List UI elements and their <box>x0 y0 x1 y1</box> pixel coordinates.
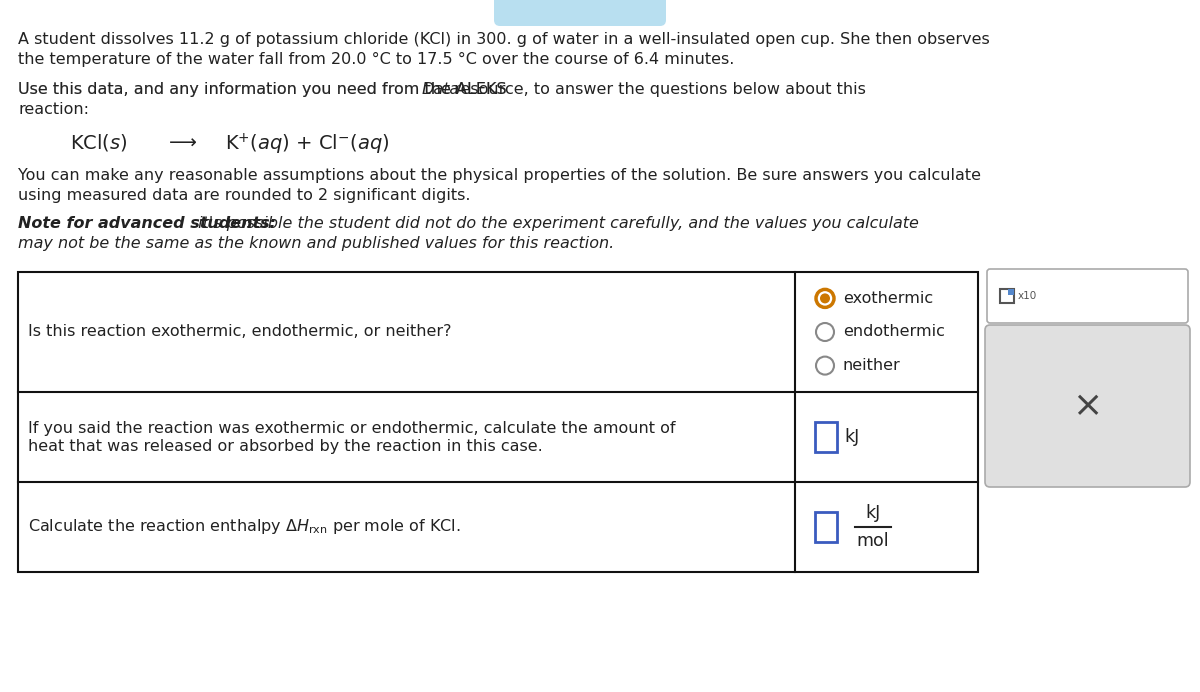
Text: Use this data, and any information you need from the ALEKS: Use this data, and any information you n… <box>18 82 935 97</box>
Text: x10: x10 <box>1018 291 1037 301</box>
Circle shape <box>816 356 834 374</box>
Text: heat that was released or absorbed by the reaction in this case.: heat that was released or absorbed by th… <box>28 439 542 455</box>
Text: kJ: kJ <box>865 504 881 522</box>
Bar <box>1008 289 1014 295</box>
FancyBboxPatch shape <box>985 325 1190 487</box>
Text: A student dissolves 11.2 g of potassium chloride (KCl) in 300. g of water in a w: A student dissolves 11.2 g of potassium … <box>18 32 990 47</box>
Text: reaction:: reaction: <box>18 102 89 117</box>
Bar <box>1000 289 1014 303</box>
Circle shape <box>820 293 830 303</box>
Circle shape <box>816 323 834 341</box>
Text: it's possible the student did not do the experiment carefully, and the values yo: it's possible the student did not do the… <box>193 216 919 231</box>
Text: the temperature of the water fall from 20.0 °C to 17.5 °C over the course of 6.4: the temperature of the water fall from 2… <box>18 52 734 67</box>
Text: Use this data, and any information you need from the ALEKS: Use this data, and any information you n… <box>18 82 511 97</box>
Text: neither: neither <box>842 358 901 373</box>
FancyBboxPatch shape <box>986 269 1188 323</box>
Text: Is this reaction exothermic, endothermic, or neither?: Is this reaction exothermic, endothermic… <box>28 325 451 340</box>
Text: ×: × <box>1073 389 1103 423</box>
Text: K$^{+}$($aq$) + Cl$^{-}$($aq$): K$^{+}$($aq$) + Cl$^{-}$($aq$) <box>226 132 389 157</box>
Bar <box>18 272 978 572</box>
Text: kJ: kJ <box>844 428 859 446</box>
Text: You can make any reasonable assumptions about the physical properties of the sol: You can make any reasonable assumptions … <box>18 168 982 183</box>
Text: may not be the same as the known and published values for this reaction.: may not be the same as the known and pub… <box>18 236 614 251</box>
Text: Data: Data <box>421 82 460 97</box>
Bar <box>815 422 838 452</box>
Text: If you said the reaction was exothermic or endothermic, calculate the amount of: If you said the reaction was exothermic … <box>28 421 676 437</box>
Text: mol: mol <box>857 532 889 550</box>
Text: using measured data are rounded to 2 significant digits.: using measured data are rounded to 2 sig… <box>18 188 470 203</box>
Text: resource, to answer the questions below about this: resource, to answer the questions below … <box>449 82 866 97</box>
Text: Calculate the reaction enthalpy $\Delta H_{\mathregular{rxn}}$ per mole of KCl.: Calculate the reaction enthalpy $\Delta … <box>28 518 461 536</box>
Text: Use this data, and any information you need from the ALEKS: Use this data, and any information you n… <box>18 82 511 97</box>
Circle shape <box>816 289 834 307</box>
Text: exothermic: exothermic <box>842 291 934 306</box>
Text: $\longrightarrow$: $\longrightarrow$ <box>166 132 198 151</box>
Text: Note for advanced students:: Note for advanced students: <box>18 216 276 231</box>
Text: endothermic: endothermic <box>842 325 944 340</box>
Text: KCl($s$): KCl($s$) <box>70 132 127 153</box>
Bar <box>815 512 838 542</box>
FancyBboxPatch shape <box>494 0 666 26</box>
